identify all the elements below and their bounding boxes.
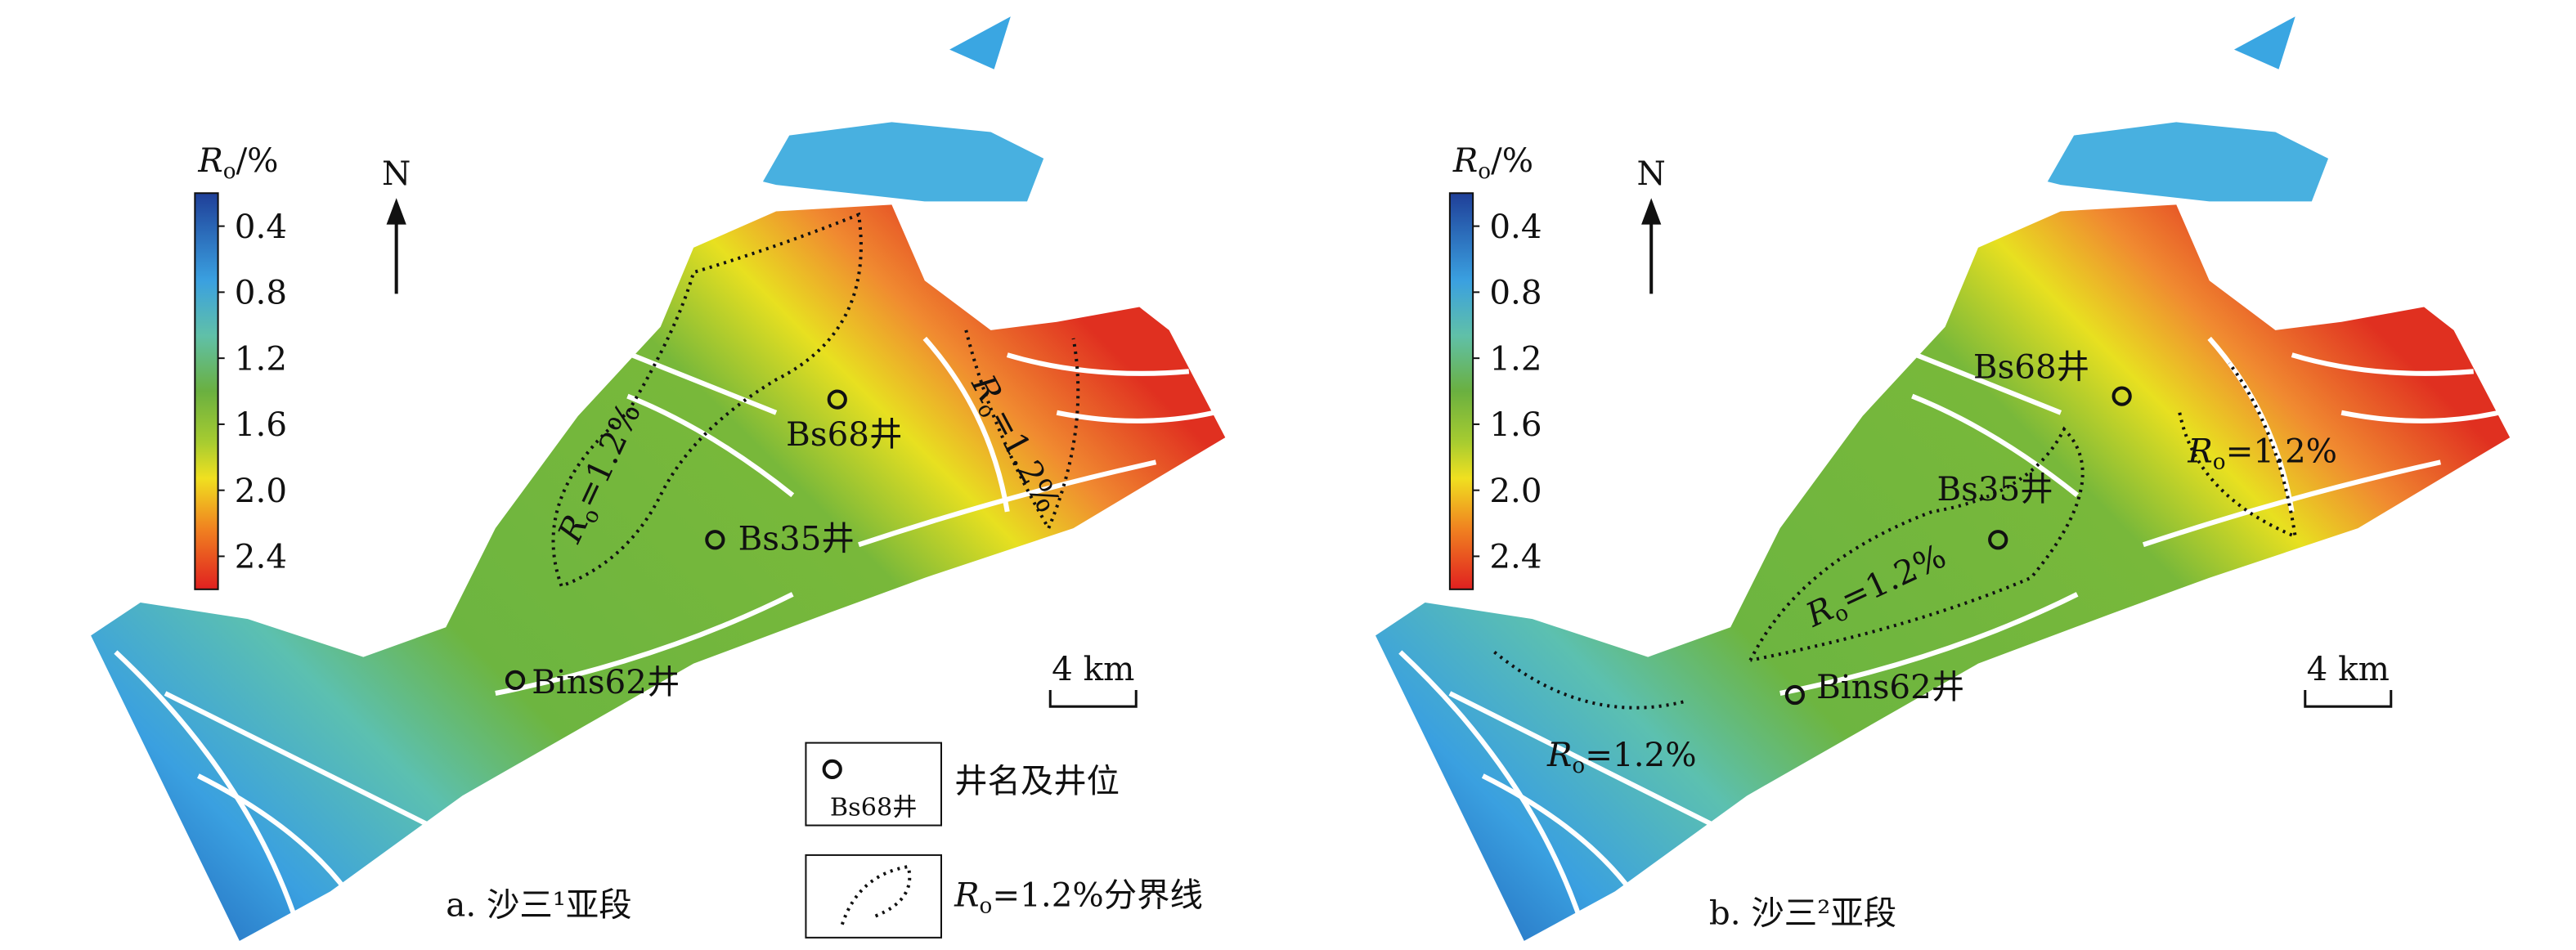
north-arrowhead — [1641, 198, 1662, 225]
colorbar — [194, 192, 219, 590]
colorbar-tick-label: 0.4 — [1489, 208, 1542, 246]
boundary-a2 — [964, 329, 1080, 532]
well-label: Bs68井 — [786, 415, 902, 454]
text: /% — [1491, 141, 1533, 180]
colorbar-tick-label: 2.0 — [235, 472, 287, 510]
symbol: R — [2187, 432, 2212, 470]
symbol: R — [954, 876, 979, 914]
colorbar-label: Ro/% — [1452, 141, 1533, 184]
legend-well-label: 井名及井位 — [954, 762, 1120, 800]
legend-boundary-symbol — [840, 864, 912, 925]
panel-caption: b. 沙三²亚段 — [1709, 894, 1896, 933]
text: /% — [236, 141, 279, 180]
text: =1.2% — [2226, 432, 2337, 470]
boundary-a1 — [551, 212, 863, 588]
colorbar-tick-label: 1.6 — [235, 406, 287, 444]
north-label: N — [382, 155, 411, 193]
colorbar-tick-label: 0.8 — [235, 274, 287, 312]
boundary-b1 — [1748, 426, 2085, 662]
symbol: R — [197, 141, 222, 180]
colorbar-tick-label: 0.4 — [235, 208, 287, 246]
scale-bar — [1048, 689, 1138, 708]
contour-label: Ro=1.2% — [1546, 736, 1697, 778]
symbol: R — [1452, 141, 1478, 180]
legend-boundary-label: Ro=1.2%分界线 — [954, 876, 1203, 918]
north-label: N — [1637, 155, 1666, 193]
text: =1.2% — [1585, 736, 1696, 774]
well-label: Bs35井 — [738, 519, 855, 558]
well-marker — [1784, 684, 1805, 706]
well-label: Bs35井 — [1937, 470, 2053, 509]
colorbar — [1448, 192, 1474, 590]
text: =1.2%分界线 — [992, 876, 1203, 914]
subscript: o — [980, 894, 993, 919]
legend-box-well — [805, 742, 942, 827]
well-marker — [2112, 386, 2132, 406]
colorbar-tick-label: 2.4 — [1489, 538, 1542, 576]
contour-label: Ro=1.2% — [2187, 432, 2337, 474]
well-marker — [827, 389, 847, 410]
well-marker — [505, 670, 526, 690]
scale-label: 4 km — [1052, 650, 1134, 688]
boundary-b3 — [1493, 650, 1685, 710]
well-label: Bins62井 — [532, 663, 680, 701]
subscript: o — [1478, 159, 1491, 184]
symbol: R — [1546, 736, 1572, 774]
well-marker — [1988, 530, 2008, 550]
subscript: o — [1572, 754, 1585, 778]
scale-label: 4 km — [2307, 650, 2390, 688]
colorbar-label: Ro/% — [197, 141, 278, 184]
legend-well-symbol — [822, 759, 842, 780]
north-arrowhead — [386, 198, 406, 225]
colorbar-tick-label: 1.2 — [1489, 339, 1542, 378]
legend-box-boundary — [805, 854, 942, 939]
colorbar-tick-label: 1.6 — [1489, 406, 1542, 444]
colorbar-tick-label: 1.2 — [235, 339, 287, 378]
panel-caption: a. 沙三¹亚段 — [446, 886, 631, 925]
well-label: Bins62井 — [1816, 668, 1964, 706]
subscript: o — [223, 159, 236, 184]
colorbar-tick-label: 2.0 — [1489, 472, 1542, 510]
scale-bar — [2304, 689, 2393, 708]
colorbar-tick-label: 0.8 — [1489, 274, 1542, 312]
well-label: Bs68井 — [1973, 347, 2089, 386]
subscript: o — [2213, 450, 2226, 474]
colorbar-tick-label: 2.4 — [235, 538, 287, 576]
legend-well-sample: Bs68井 — [830, 793, 918, 822]
well-marker — [705, 530, 725, 550]
